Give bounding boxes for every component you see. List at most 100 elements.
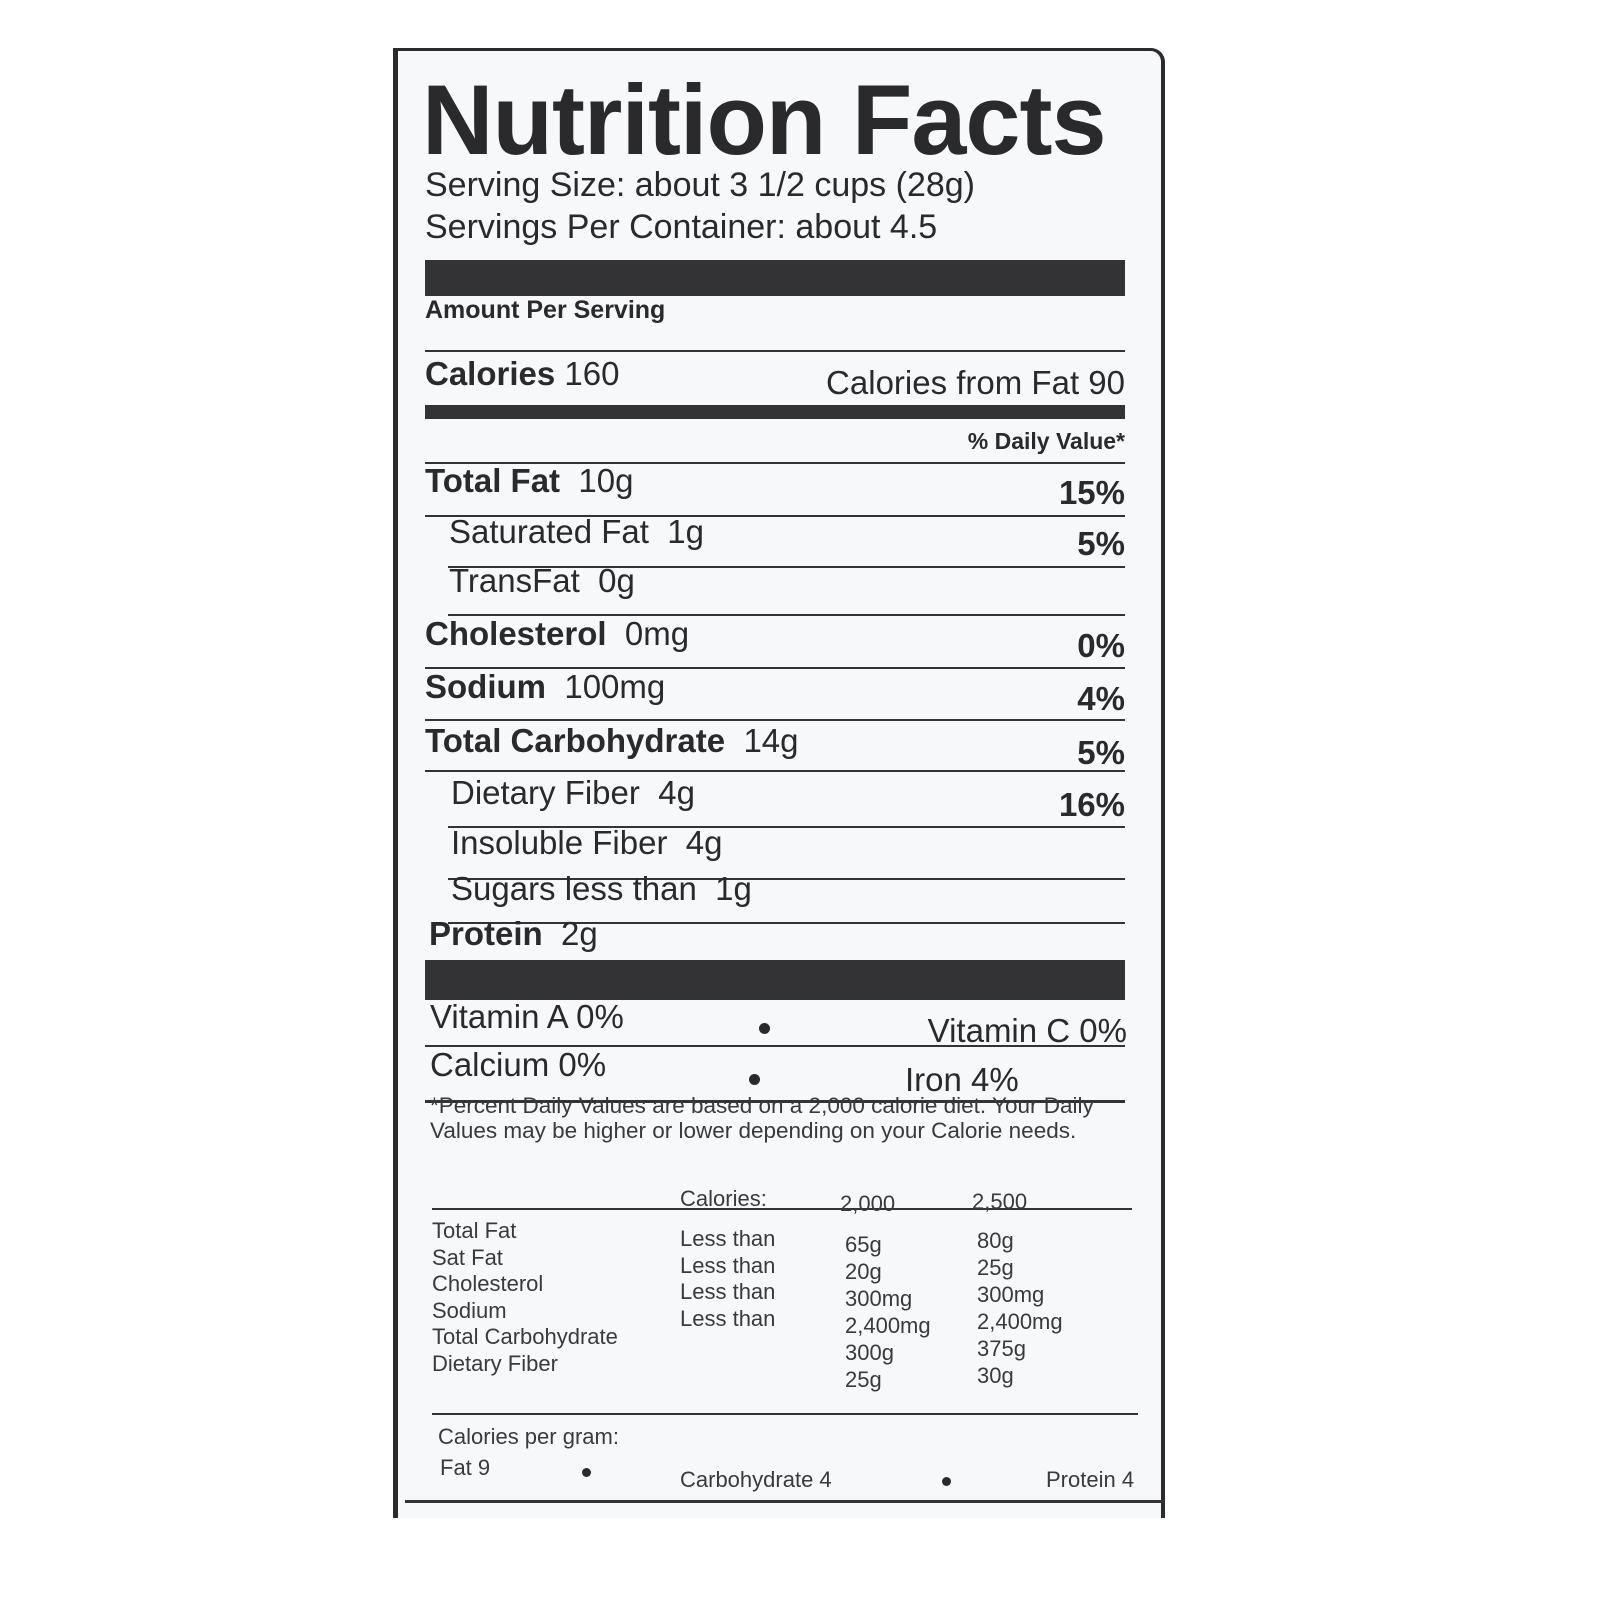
ref-nutrient: Sodium bbox=[432, 1297, 507, 1323]
nutrient-dv-dietary-fiber: 16% bbox=[1058, 786, 1125, 823]
divider bbox=[425, 350, 1125, 352]
amount-per-serving: Amount Per Serving bbox=[425, 296, 666, 324]
ref-qualifier: Less than bbox=[680, 1226, 776, 1251]
divider bbox=[448, 614, 1125, 616]
calories-per-gram-label: Calories per gram: bbox=[438, 1424, 619, 1449]
ref-nutrient: Cholesterol bbox=[432, 1271, 544, 1296]
calories-from-fat-value: 90 bbox=[1088, 364, 1125, 401]
nutrient-dv-saturated-fat: 5% bbox=[1077, 525, 1125, 562]
ref-v2500: 80g bbox=[977, 1228, 1014, 1253]
vitamin-c: Vitamin C 0% bbox=[927, 1012, 1127, 1049]
ref-v2000: 65g bbox=[845, 1232, 882, 1257]
bottom-border bbox=[405, 1500, 1165, 1503]
nutrient-amount: 100mg bbox=[564, 668, 666, 705]
nutrient-amount: 14g bbox=[743, 722, 799, 759]
divider bbox=[425, 770, 1125, 772]
nutrient-dv-total-fat: 15% bbox=[1058, 474, 1125, 511]
nutrient-label: Total Carbohydrate bbox=[425, 722, 726, 759]
divider bbox=[448, 922, 1125, 924]
nutrient-label: Protein bbox=[429, 915, 543, 952]
serving-size: Serving Size: about 3 1/2 cups (28g) bbox=[425, 166, 975, 204]
nutrient-row-total-fat: Total Fat 10g bbox=[425, 464, 633, 497]
bullet-dot bbox=[759, 1023, 770, 1034]
ref-nutrient: Dietary Fiber bbox=[432, 1350, 558, 1376]
divider bbox=[432, 1413, 1138, 1415]
calories-from-fat-label: Calories from Fat bbox=[826, 364, 1080, 401]
divider bbox=[432, 1208, 1132, 1210]
divider bbox=[425, 1045, 1125, 1047]
ref-calories-label: Calories: bbox=[680, 1186, 767, 1211]
ref-v2500: 300mg bbox=[977, 1282, 1045, 1307]
ref-v2500: 30g bbox=[977, 1363, 1014, 1388]
ref-v2000: 300mg bbox=[845, 1286, 913, 1311]
thick-divider bbox=[425, 960, 1125, 1000]
nutrient-label: Saturated Fat bbox=[449, 513, 649, 550]
cpg-carbohydrate: Carbohydrate 4 bbox=[680, 1467, 832, 1492]
nutrient-dv-sodium: 4% bbox=[1077, 680, 1125, 717]
nutrient-row-total-carbohydrate: Total Carbohydrate 14g bbox=[425, 724, 799, 757]
nutrient-amount: 4g bbox=[658, 774, 695, 811]
cpg-fat: Fat 9 bbox=[440, 1455, 491, 1480]
calories-label: Calories bbox=[425, 355, 556, 392]
servings-per-container: Servings Per Container: about 4.5 bbox=[425, 208, 938, 246]
ref-qualifier: Less than bbox=[680, 1279, 776, 1304]
ref-qualifier: Less than bbox=[680, 1305, 776, 1331]
nutrient-row-cholesterol: Cholesterol 0mg bbox=[425, 617, 689, 650]
nutrient-row-transfat: TransFat 0g bbox=[449, 564, 635, 597]
ref-v2000: 2,400mg bbox=[845, 1313, 931, 1338]
footnote: *Percent Daily Values are based on a 2,0… bbox=[430, 1093, 1094, 1143]
vitamin-a: Vitamin A 0% bbox=[430, 998, 624, 1035]
ref-v2500: 25g bbox=[977, 1255, 1014, 1280]
calories-from-fat: Calories from Fat 90 bbox=[795, 366, 1125, 399]
ref-nutrient: Total Fat bbox=[432, 1218, 517, 1243]
divider bbox=[425, 667, 1125, 669]
iron: Iron 4% bbox=[905, 1061, 1019, 1098]
ref-v2000: 25g bbox=[845, 1367, 882, 1392]
nutrient-amount: 1g bbox=[715, 870, 752, 907]
nutrient-label: Insoluble Fiber bbox=[451, 824, 668, 861]
divider bbox=[425, 462, 1125, 464]
bullet-dot bbox=[749, 1074, 760, 1085]
ref-qualifier: Less than bbox=[680, 1252, 776, 1278]
ref-col-2000: 2,000 bbox=[840, 1191, 896, 1216]
bullet-dot bbox=[942, 1477, 951, 1486]
ref-nutrient: Sat Fat bbox=[432, 1244, 503, 1270]
nutrient-label: Cholesterol bbox=[425, 615, 607, 652]
divider bbox=[425, 515, 1125, 517]
nutrient-amount: 0mg bbox=[624, 615, 690, 652]
nutrient-dv-cholesterol: 0% bbox=[1077, 627, 1125, 664]
ref-v2000: 20g bbox=[845, 1259, 882, 1284]
nutrient-amount: 1g bbox=[667, 513, 705, 550]
nutrient-label: TransFat bbox=[449, 562, 580, 599]
divider bbox=[448, 878, 1125, 880]
nutrient-row-dietary-fiber: Dietary Fiber 4g bbox=[451, 776, 695, 809]
nutrient-row-protein: Protein 2g bbox=[429, 917, 598, 950]
nutrient-label: Sodium bbox=[425, 668, 546, 705]
nutrient-amount: 4g bbox=[685, 824, 723, 861]
nutrient-dv-total-carbohydrate: 5% bbox=[1077, 734, 1125, 771]
thick-divider bbox=[425, 260, 1125, 296]
nutrient-label: Sugars less than bbox=[451, 870, 697, 907]
divider bbox=[425, 1100, 1125, 1103]
ref-v2000: 300g bbox=[845, 1340, 894, 1365]
bullet-dot bbox=[582, 1468, 591, 1477]
nutrient-label: Total Fat bbox=[425, 462, 561, 499]
divider bbox=[448, 826, 1125, 828]
nutrient-row-insoluble-fiber: Insoluble Fiber 4g bbox=[451, 826, 723, 859]
ref-v2500: 2,400mg bbox=[977, 1309, 1063, 1334]
ref-nutrient: Total Carbohydrate bbox=[432, 1324, 618, 1349]
nutrient-row-sodium: Sodium 100mg bbox=[425, 670, 665, 703]
medium-divider bbox=[425, 405, 1125, 419]
calories-row: Calories 160 bbox=[425, 357, 619, 390]
divider bbox=[448, 566, 1125, 568]
ref-v2500: 375g bbox=[977, 1336, 1026, 1361]
calories-value: 160 bbox=[564, 355, 620, 392]
daily-value-header: % Daily Value* bbox=[967, 428, 1125, 454]
divider bbox=[425, 719, 1125, 721]
nutrient-amount: 0g bbox=[598, 562, 635, 599]
ref-col-2500: 2,500 bbox=[972, 1189, 1028, 1214]
nutrient-label: Dietary Fiber bbox=[451, 774, 640, 811]
calcium: Calcium 0% bbox=[430, 1046, 607, 1083]
nutrient-amount: 2g bbox=[561, 915, 598, 952]
nutrient-amount: 10g bbox=[578, 462, 634, 499]
